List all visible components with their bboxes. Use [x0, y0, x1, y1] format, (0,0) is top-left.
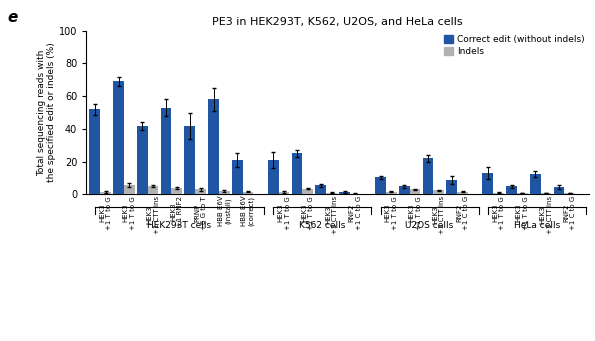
- Bar: [100, 192, 111, 194]
- Text: K562 cells: K562 cells: [299, 221, 346, 229]
- Text: U2OS cells: U2OS cells: [405, 221, 454, 229]
- Bar: [161, 108, 171, 194]
- Legend: Correct edit (without indels), Indels: Correct edit (without indels), Indels: [444, 35, 584, 56]
- Bar: [195, 190, 206, 194]
- Text: HeLa cells: HeLa cells: [513, 221, 560, 229]
- Bar: [326, 193, 337, 194]
- Bar: [184, 125, 195, 194]
- Bar: [399, 186, 410, 194]
- Bar: [171, 188, 182, 194]
- Bar: [422, 158, 433, 194]
- Bar: [278, 192, 289, 194]
- Bar: [243, 192, 253, 194]
- Bar: [457, 192, 468, 194]
- Bar: [219, 191, 230, 194]
- Bar: [446, 180, 457, 194]
- Bar: [232, 160, 243, 194]
- Bar: [565, 193, 575, 194]
- Bar: [506, 186, 517, 194]
- Bar: [339, 192, 350, 194]
- Bar: [493, 193, 504, 194]
- Bar: [530, 174, 541, 194]
- Bar: [268, 160, 278, 194]
- Y-axis label: Total sequencing reads with
the specified edit or indels (%): Total sequencing reads with the specifie…: [37, 43, 56, 182]
- Bar: [137, 125, 148, 194]
- Title: PE3 in HEK293T, K562, U2OS, and HeLa cells: PE3 in HEK293T, K562, U2OS, and HeLa cel…: [212, 17, 463, 27]
- Bar: [292, 153, 302, 194]
- Bar: [375, 177, 386, 194]
- Bar: [315, 186, 326, 194]
- Text: e: e: [7, 10, 17, 25]
- Text: HEK293T cells: HEK293T cells: [148, 221, 212, 229]
- Bar: [113, 81, 124, 194]
- Bar: [410, 190, 421, 194]
- Bar: [554, 187, 565, 194]
- Bar: [433, 190, 444, 194]
- Bar: [89, 109, 100, 194]
- Bar: [541, 193, 552, 194]
- Bar: [386, 192, 397, 194]
- Bar: [208, 100, 219, 194]
- Bar: [124, 184, 134, 194]
- Bar: [148, 186, 158, 194]
- Bar: [517, 193, 528, 194]
- Bar: [483, 173, 493, 194]
- Bar: [302, 189, 313, 194]
